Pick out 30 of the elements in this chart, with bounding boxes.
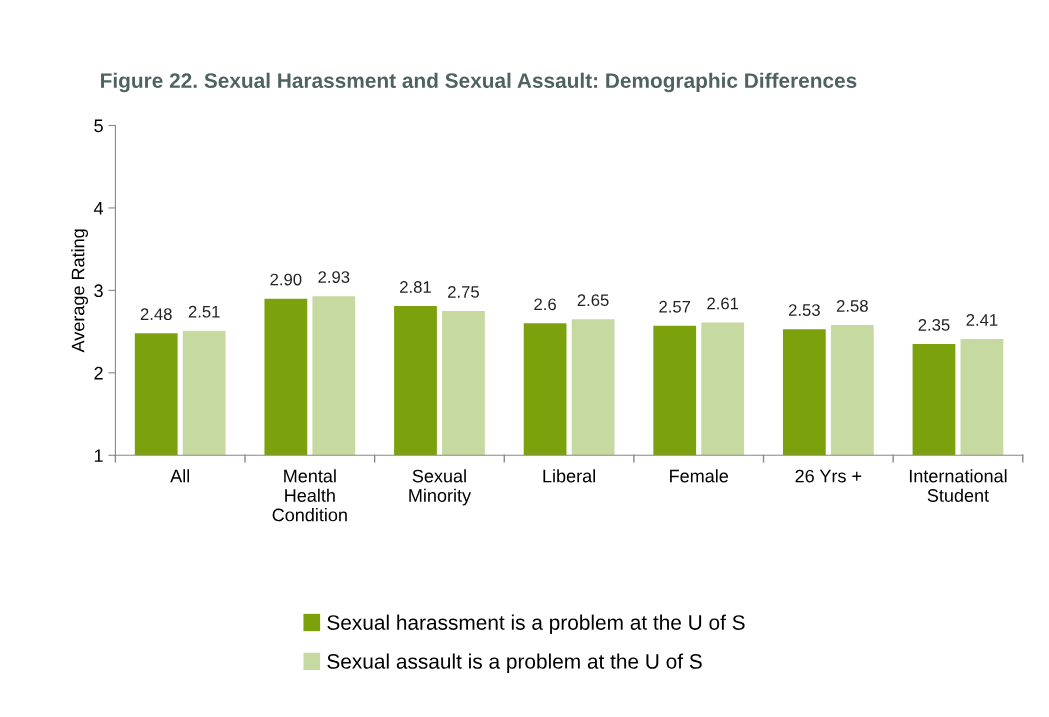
data-label: 2.57 — [659, 300, 691, 313]
x-tick-label: Liberal — [543, 469, 595, 483]
data-label: 2.53 — [788, 304, 820, 316]
chart-title: Figure 22. Sexual Harassment and Sexual Assault: Demographic Differences — [101, 72, 857, 93]
legend-label: Sexual harassment is a problem at the U of S — [327, 614, 745, 635]
data-label: 2.48 — [140, 308, 172, 321]
y-axis-title: Average Rating — [71, 229, 88, 353]
y-tick-label: 5 — [94, 119, 103, 133]
data-label: 2.58 — [836, 300, 868, 312]
data-label: 2.93 — [318, 271, 350, 283]
data-label: 2.41 — [966, 314, 998, 326]
x-tick-label: International Student — [909, 469, 1007, 502]
data-label: 2.6 — [534, 298, 556, 311]
x-tick-label: All — [170, 469, 190, 483]
y-tick-label: 1 — [94, 449, 103, 462]
data-label: 2.35 — [918, 318, 950, 331]
data-label: 2.81 — [400, 281, 431, 293]
y-tick-label: 4 — [93, 202, 104, 215]
x-tick-label: Mental Health Condition — [272, 469, 347, 522]
x-tick-label: Sexual Minority — [409, 469, 472, 506]
data-label: 2.75 — [448, 286, 479, 298]
data-label: 2.51 — [188, 305, 220, 318]
data-label: 2.61 — [707, 297, 739, 310]
y-tick-label: 3 — [94, 284, 103, 298]
x-tick-label: Female — [670, 469, 729, 483]
y-tick-label: 2 — [94, 366, 103, 380]
x-tick-label: 26 Yrs + — [795, 469, 862, 483]
legend-label: Sexual assault is a problem at the U of S — [327, 653, 702, 673]
data-label: 2.65 — [577, 294, 609, 307]
data-label: 2.90 — [270, 273, 302, 286]
